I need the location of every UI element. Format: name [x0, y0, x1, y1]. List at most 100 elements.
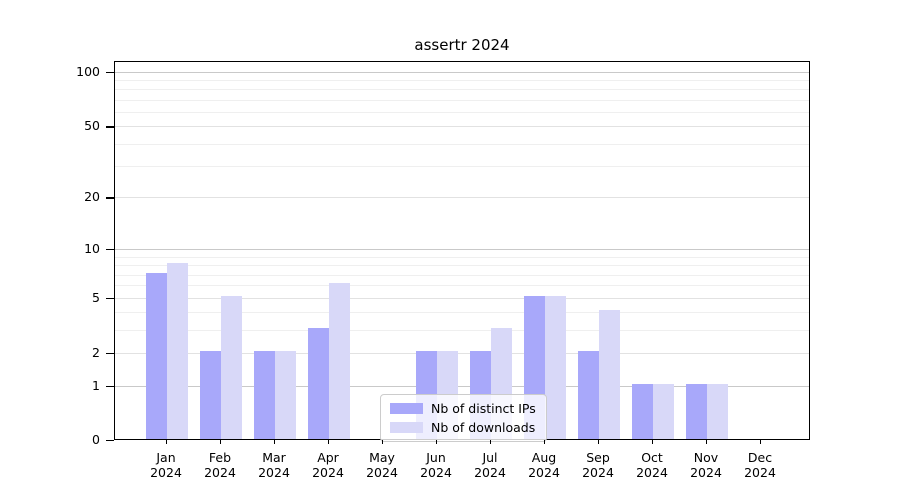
x-tick-mark-jan [166, 440, 168, 444]
gridline-100 [115, 71, 809, 73]
bar-nb-of-distinct-ips-apr [308, 328, 329, 439]
x-tick-mark-jun [436, 440, 438, 444]
y-tick-label-5: 5 [92, 289, 100, 305]
y-tick-mark-2 [106, 353, 114, 355]
y-tick-label-100: 100 [76, 63, 100, 79]
x-tick-mark-aug [544, 440, 546, 444]
x-tick-label-jan: Jan 2024 [136, 450, 196, 480]
chart-title: assertr 2024 [414, 36, 510, 54]
y-tick-mark-100 [106, 71, 114, 74]
legend-swatch-icon [390, 403, 423, 414]
gridline-3 [115, 330, 809, 332]
x-tick-year: 2024 [582, 465, 614, 480]
x-tick-year: 2024 [366, 465, 398, 480]
gridline-90 [115, 80, 809, 82]
x-tick-mark-nov [706, 440, 708, 444]
x-tick-mark-feb [220, 440, 222, 444]
gridline-6 [115, 285, 809, 287]
bar-nb-of-downloads-sep [599, 310, 620, 439]
x-tick-year: 2024 [744, 465, 776, 480]
legend-swatch-icon [390, 422, 423, 433]
gridline-8 [115, 265, 809, 267]
x-tick-mark-apr [328, 440, 330, 444]
gridline-20 [115, 197, 809, 199]
x-tick-month: May [369, 450, 395, 465]
x-tick-label-may: May 2024 [352, 450, 412, 480]
y-tick-label-50: 50 [84, 118, 100, 134]
x-tick-month: Mar [262, 450, 286, 465]
bar-nb-of-downloads-mar [275, 351, 296, 439]
bar-nb-of-distinct-ips-jan [146, 272, 167, 439]
y-tick-mark-20 [106, 197, 114, 199]
plot-area: Nb of distinct IPs Nb of downloads [114, 61, 810, 442]
x-tick-label-nov: Nov 2024 [676, 450, 736, 480]
x-tick-label-jun: Jun 2024 [406, 450, 466, 480]
x-tick-label-mar: Mar 2024 [244, 450, 304, 480]
x-tick-month: Dec [747, 450, 773, 465]
x-tick-label-feb: Feb 2024 [190, 450, 250, 480]
y-tick-mark-0 [106, 439, 114, 441]
legend-item: Nb of downloads [390, 420, 536, 435]
gridline-2 [115, 353, 809, 355]
x-tick-year: 2024 [150, 465, 182, 480]
x-tick-year: 2024 [420, 465, 452, 480]
x-tick-label-sep: Sep 2024 [568, 450, 628, 480]
x-tick-year: 2024 [528, 465, 560, 480]
legend: Nb of distinct IPs Nb of downloads [380, 394, 547, 442]
bar-nb-of-downloads-aug [545, 295, 566, 439]
legend-label: Nb of distinct IPs [431, 401, 536, 416]
x-tick-month: Apr [317, 450, 339, 465]
x-tick-label-dec: Dec 2024 [730, 450, 790, 480]
gridline-80 [115, 89, 809, 91]
bar-nb-of-distinct-ips-feb [200, 351, 221, 439]
x-tick-month: Jul [482, 450, 498, 465]
x-tick-mark-jul [490, 440, 492, 444]
bar-nb-of-downloads-jan [167, 263, 188, 439]
x-tick-year: 2024 [312, 465, 344, 480]
gridline-50 [115, 126, 809, 128]
bar-nb-of-downloads-apr [329, 283, 350, 439]
y-tick-mark-50 [106, 126, 114, 128]
x-tick-label-oct: Oct 2024 [622, 450, 682, 480]
gridline-60 [115, 112, 809, 114]
legend-item: Nb of distinct IPs [390, 401, 536, 416]
bar-nb-of-distinct-ips-mar [254, 351, 275, 439]
gridline-1 [115, 385, 809, 387]
bar-nb-of-downloads-feb [221, 295, 242, 439]
bar-nb-of-downloads-nov [707, 383, 728, 439]
bar-nb-of-distinct-ips-nov [686, 383, 707, 439]
gridline-7 [115, 274, 809, 276]
x-tick-year: 2024 [258, 465, 290, 480]
bar-nb-of-downloads-oct [653, 383, 674, 439]
legend-label: Nb of downloads [431, 420, 536, 435]
x-tick-month: Jan [156, 450, 176, 465]
x-tick-month: Aug [531, 450, 557, 465]
x-tick-label-jul: Jul 2024 [460, 450, 520, 480]
gridline-30 [115, 166, 809, 168]
bar-nb-of-distinct-ips-sep [578, 351, 599, 439]
gridline-70 [115, 99, 809, 101]
y-tick-label-0: 0 [92, 431, 100, 447]
y-tick-label-2: 2 [92, 345, 100, 361]
x-tick-label-aug: Aug 2024 [514, 450, 574, 480]
y-tick-mark-10 [106, 249, 114, 251]
gridline-10 [115, 249, 809, 251]
gridline-40 [115, 143, 809, 145]
gridline-9 [115, 256, 809, 258]
y-tick-label-20: 20 [84, 189, 100, 205]
x-tick-month: Feb [208, 450, 232, 465]
x-tick-mark-may [382, 440, 384, 444]
x-tick-year: 2024 [474, 465, 506, 480]
x-tick-month: Jun [426, 450, 446, 465]
x-tick-mark-dec [760, 440, 762, 444]
y-tick-mark-1 [106, 385, 114, 387]
x-tick-label-apr: Apr 2024 [298, 450, 358, 480]
y-tick-label-1: 1 [92, 377, 100, 393]
gridline-4 [115, 312, 809, 314]
x-tick-month: Oct [641, 450, 663, 465]
x-tick-year: 2024 [690, 465, 722, 480]
gridline-5 [115, 297, 809, 299]
x-tick-mark-oct [652, 440, 654, 444]
x-tick-mark-sep [598, 440, 600, 444]
x-tick-mark-mar [274, 440, 276, 444]
